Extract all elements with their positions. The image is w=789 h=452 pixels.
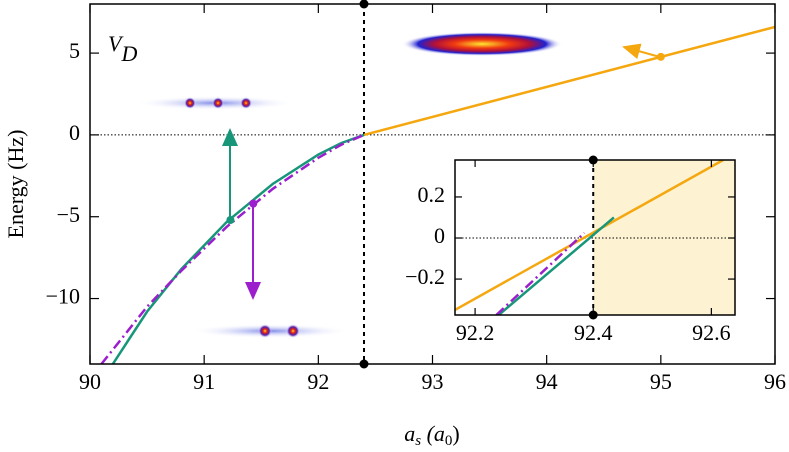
y-tick-label: 0.2 bbox=[418, 182, 446, 207]
y-tick-label: −10 bbox=[46, 284, 80, 309]
density-blob bbox=[184, 97, 196, 109]
y-tick-label: 5 bbox=[69, 38, 80, 63]
density-blob bbox=[402, 32, 562, 56]
panel-label-sub: D bbox=[120, 41, 137, 66]
x-tick-label: 92.6 bbox=[692, 320, 731, 345]
x-label-part: ) bbox=[452, 421, 459, 446]
y-tick-label: 0 bbox=[434, 223, 445, 248]
series-line bbox=[363, 25, 775, 137]
x-label-part: (a bbox=[421, 421, 445, 446]
x-tick-label: 92.2 bbox=[456, 320, 495, 345]
series-group bbox=[455, 160, 724, 315]
series-line bbox=[455, 160, 724, 311]
x-tick-label: 90 bbox=[79, 369, 101, 394]
x-tick-label: 92.4 bbox=[574, 320, 613, 345]
marker-point bbox=[249, 199, 258, 208]
density-blob bbox=[240, 97, 252, 109]
series-line bbox=[497, 216, 615, 315]
y-tick-label: −0.2 bbox=[405, 264, 445, 289]
series-line bbox=[495, 231, 586, 315]
y-tick-label: 0 bbox=[69, 120, 80, 145]
x-label-part: 0 bbox=[445, 433, 453, 449]
y-tick-label: −5 bbox=[57, 202, 80, 227]
arrows bbox=[222, 43, 661, 300]
x-tick-label: 91 bbox=[193, 369, 215, 394]
x-tick-label: 94 bbox=[536, 369, 558, 394]
x-tick-label: 93 bbox=[422, 369, 444, 394]
density-blob bbox=[212, 97, 224, 109]
density-blob bbox=[286, 324, 300, 338]
shaded-region bbox=[593, 160, 735, 315]
x-axis-label: as (a0) bbox=[404, 421, 460, 449]
x-tick-label: 96 bbox=[764, 369, 786, 394]
x-tick-label: 95 bbox=[650, 369, 672, 394]
panel-label: VD bbox=[108, 31, 137, 66]
x-label-part: a bbox=[404, 421, 415, 446]
x-label-part: s bbox=[415, 433, 421, 449]
marker-point bbox=[656, 52, 665, 61]
density-images bbox=[135, 32, 562, 338]
panel-label-main: V bbox=[108, 31, 124, 56]
density-blob bbox=[258, 324, 272, 338]
x-tick-label: 92 bbox=[307, 369, 329, 394]
series-line bbox=[100, 133, 365, 364]
y-axis-label: Energy (Hz) bbox=[3, 130, 28, 239]
arrow bbox=[622, 43, 661, 59]
